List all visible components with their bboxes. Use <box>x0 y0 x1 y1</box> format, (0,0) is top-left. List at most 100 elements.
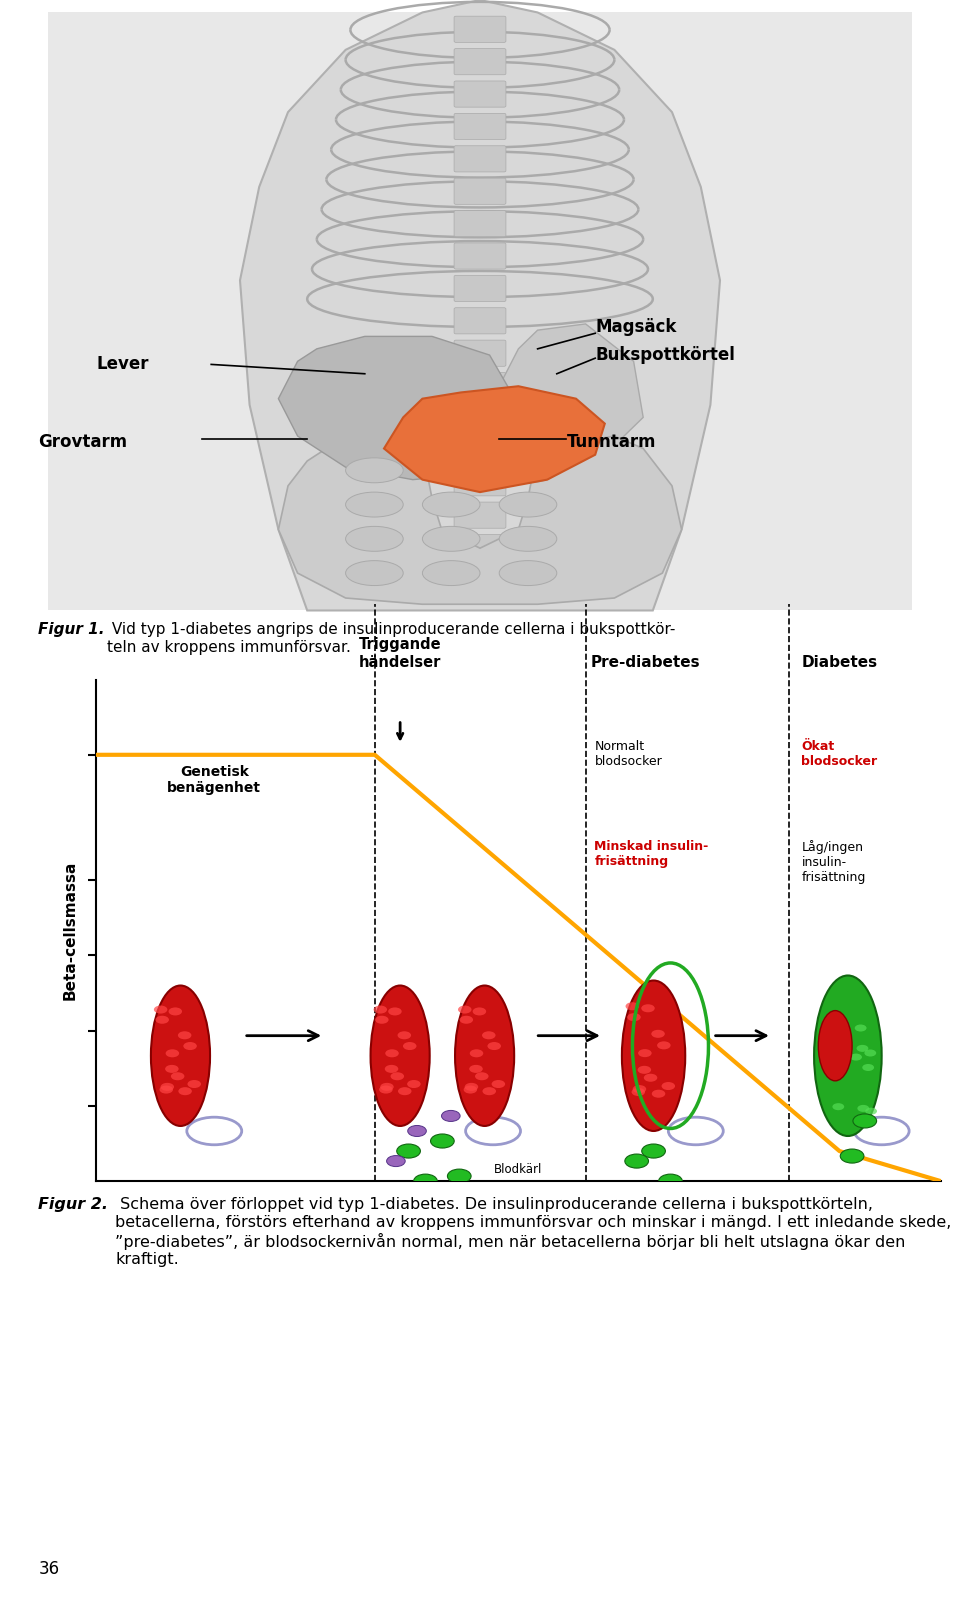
Text: Genetisk
benägenhet: Genetisk benägenhet <box>167 765 261 794</box>
Circle shape <box>492 1079 505 1087</box>
Text: Figur 1.: Figur 1. <box>38 623 105 637</box>
Circle shape <box>380 1082 394 1091</box>
Text: Minskad insulin-
frisättning: Minskad insulin- frisättning <box>594 840 708 869</box>
Circle shape <box>651 1029 665 1037</box>
FancyBboxPatch shape <box>454 113 506 139</box>
Circle shape <box>385 1050 398 1057</box>
FancyBboxPatch shape <box>454 372 506 398</box>
Ellipse shape <box>499 561 557 586</box>
Ellipse shape <box>814 976 881 1136</box>
Circle shape <box>396 1144 420 1158</box>
Ellipse shape <box>499 492 557 518</box>
Text: Vid typ 1-diabetes angrips de insulinproducerande cellerna i bukspottkör-
teln a: Vid typ 1-diabetes angrips de insulinpro… <box>108 623 676 655</box>
FancyBboxPatch shape <box>454 534 506 561</box>
Circle shape <box>854 1024 867 1032</box>
Circle shape <box>641 1144 665 1158</box>
Circle shape <box>625 1154 649 1168</box>
Circle shape <box>627 1013 640 1021</box>
FancyBboxPatch shape <box>454 275 506 301</box>
Circle shape <box>832 1103 844 1110</box>
Circle shape <box>408 1126 426 1136</box>
Circle shape <box>165 1065 179 1073</box>
FancyBboxPatch shape <box>454 210 506 236</box>
Circle shape <box>183 1042 197 1050</box>
Circle shape <box>482 1031 495 1039</box>
Circle shape <box>659 1175 683 1188</box>
Circle shape <box>166 1050 180 1057</box>
Circle shape <box>414 1175 438 1188</box>
Circle shape <box>633 1086 646 1094</box>
Circle shape <box>375 1016 389 1024</box>
FancyBboxPatch shape <box>454 469 506 495</box>
Text: Blodkärl: Blodkärl <box>494 1163 542 1176</box>
Circle shape <box>840 1149 864 1163</box>
Circle shape <box>864 1050 876 1057</box>
FancyBboxPatch shape <box>454 49 506 74</box>
Circle shape <box>464 1086 477 1094</box>
Circle shape <box>430 1134 454 1149</box>
Text: 36: 36 <box>38 1560 60 1579</box>
Polygon shape <box>240 0 720 610</box>
Ellipse shape <box>346 458 403 482</box>
Ellipse shape <box>622 981 685 1131</box>
FancyBboxPatch shape <box>454 243 506 269</box>
FancyBboxPatch shape <box>454 16 506 42</box>
Ellipse shape <box>499 526 557 552</box>
Circle shape <box>632 1087 645 1095</box>
Text: Diabetes: Diabetes <box>802 655 877 670</box>
Text: Lever: Lever <box>96 356 149 374</box>
Ellipse shape <box>346 561 403 586</box>
Circle shape <box>661 1082 675 1091</box>
Text: Triggande
händelser: Triggande händelser <box>359 637 442 670</box>
Circle shape <box>469 1065 483 1073</box>
Text: Normalt
blodsocker: Normalt blodsocker <box>594 739 662 769</box>
Ellipse shape <box>422 526 480 552</box>
Circle shape <box>154 1005 167 1013</box>
Ellipse shape <box>422 561 480 586</box>
Circle shape <box>475 1073 489 1081</box>
Circle shape <box>472 1008 486 1016</box>
Polygon shape <box>278 437 682 604</box>
Circle shape <box>652 1089 665 1097</box>
Circle shape <box>160 1082 174 1091</box>
Circle shape <box>447 1170 471 1183</box>
Circle shape <box>460 1016 473 1024</box>
Circle shape <box>178 1031 191 1039</box>
Ellipse shape <box>422 458 480 482</box>
Circle shape <box>851 1053 862 1060</box>
Circle shape <box>852 1113 876 1128</box>
Circle shape <box>458 1005 471 1013</box>
Circle shape <box>442 1110 460 1121</box>
FancyBboxPatch shape <box>454 502 506 527</box>
Circle shape <box>488 1042 501 1050</box>
Circle shape <box>469 1050 483 1057</box>
Ellipse shape <box>346 526 403 552</box>
Circle shape <box>836 1053 848 1060</box>
Polygon shape <box>278 337 518 479</box>
FancyBboxPatch shape <box>454 81 506 107</box>
FancyBboxPatch shape <box>454 437 506 463</box>
Ellipse shape <box>371 985 430 1126</box>
Circle shape <box>465 1082 478 1091</box>
Circle shape <box>823 1018 834 1024</box>
Circle shape <box>379 1086 393 1094</box>
Text: Schema över förloppet vid typ 1-diabetes. De insulinproducerande cellerna i buks: Schema över förloppet vid typ 1-diabetes… <box>115 1197 951 1267</box>
Ellipse shape <box>151 985 210 1126</box>
Ellipse shape <box>455 985 515 1126</box>
Text: Bukspottkörtel: Bukspottkörtel <box>595 346 735 364</box>
Circle shape <box>638 1048 652 1057</box>
FancyBboxPatch shape <box>454 340 506 366</box>
Text: Låg/ingen
insulin-
frisättning: Låg/ingen insulin- frisättning <box>802 840 866 883</box>
Text: Magsäck: Magsäck <box>595 319 677 337</box>
Ellipse shape <box>818 1011 852 1081</box>
Text: Ökat
blodsocker: Ökat blodsocker <box>802 739 877 769</box>
Circle shape <box>385 1065 398 1073</box>
Circle shape <box>156 1016 169 1024</box>
FancyBboxPatch shape <box>454 307 506 333</box>
Circle shape <box>391 1073 404 1081</box>
Ellipse shape <box>422 492 480 518</box>
Circle shape <box>857 1105 869 1112</box>
Circle shape <box>169 1008 182 1016</box>
Text: Grovtarm: Grovtarm <box>38 434 128 451</box>
Circle shape <box>398 1087 412 1095</box>
